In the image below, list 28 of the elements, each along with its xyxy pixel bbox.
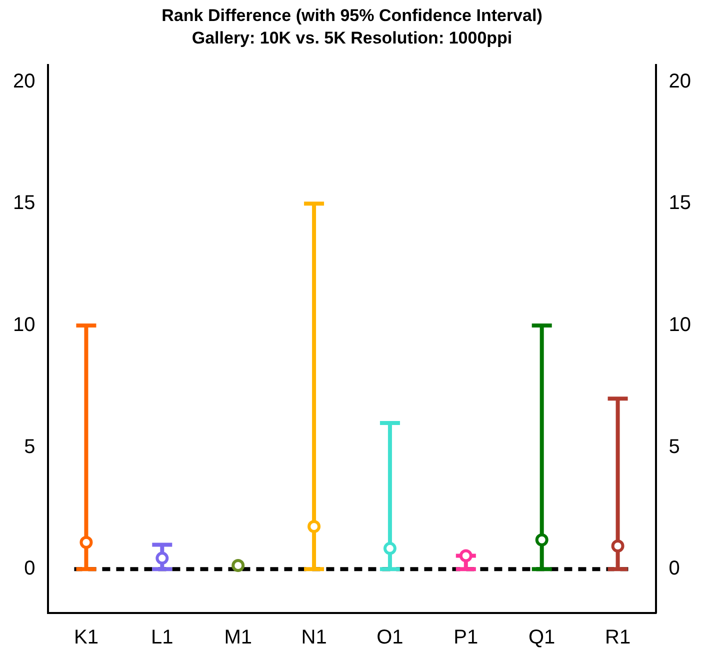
point xyxy=(308,520,321,534)
x-tick-label: O1 xyxy=(376,626,404,649)
chart-subtitle: Gallery: 10K vs. 5K Resolution: 1000ppi xyxy=(192,28,512,48)
y2-tick-label: 10 xyxy=(668,314,692,336)
x-tick-label: Q1 xyxy=(528,626,556,649)
y-tick-label: 0 xyxy=(24,558,36,580)
x-tick-label: K1 xyxy=(74,626,98,649)
point xyxy=(535,533,548,546)
y-tick-label: 20 xyxy=(12,70,36,92)
y-tick-label: 5 xyxy=(24,436,36,458)
y-tick-label: 15 xyxy=(12,192,36,214)
x-tick-label: P1 xyxy=(454,626,478,649)
point xyxy=(232,558,245,572)
y2-tick-label: 15 xyxy=(668,192,692,214)
y2-tick-label: 5 xyxy=(668,436,680,458)
x-tick-label: L1 xyxy=(151,626,174,649)
x-tick-label: M1 xyxy=(224,626,252,649)
point xyxy=(383,542,396,555)
x-tick-label: N1 xyxy=(301,626,327,649)
y-tick-label: 10 xyxy=(12,314,36,336)
point xyxy=(80,536,93,549)
point xyxy=(459,549,472,562)
point xyxy=(156,552,169,565)
chart-title: Rank Difference (with 95% Confidence Interval) xyxy=(162,6,542,25)
y2-tick-label: 20 xyxy=(668,70,692,92)
point xyxy=(611,540,624,552)
y2-tick-label: 0 xyxy=(668,558,680,580)
x-tick-label: R1 xyxy=(604,626,631,649)
